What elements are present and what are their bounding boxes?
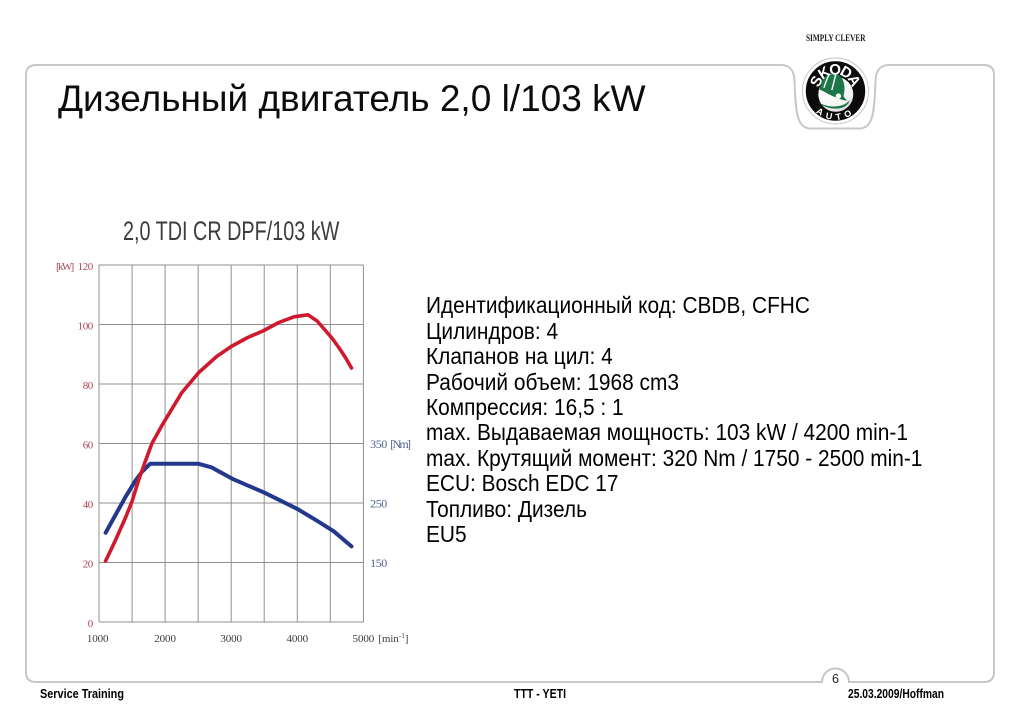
svg-text:O: O — [829, 61, 841, 78]
svg-text:[kW]: [kW] — [56, 261, 74, 273]
svg-text:40: 40 — [83, 499, 94, 511]
svg-text:250: 250 — [370, 497, 387, 511]
svg-text:2000: 2000 — [154, 633, 176, 645]
svg-text:3000: 3000 — [220, 633, 242, 645]
svg-text:100: 100 — [78, 320, 94, 332]
svg-text:60: 60 — [83, 439, 94, 451]
svg-text:20: 20 — [83, 558, 94, 570]
svg-text:120: 120 — [78, 261, 94, 273]
svg-text:6: 6 — [832, 672, 839, 686]
svg-text:80: 80 — [83, 380, 94, 392]
svg-text:[min-1]: [min-1] — [378, 631, 408, 646]
svg-text:150: 150 — [370, 556, 387, 570]
svg-text:[Nm]: [Nm] — [390, 437, 411, 451]
svg-text:4000: 4000 — [286, 633, 308, 645]
svg-text:350: 350 — [370, 437, 387, 451]
svg-text:1000: 1000 — [87, 633, 109, 645]
svg-text:0: 0 — [88, 618, 94, 630]
svg-text:5000: 5000 — [353, 633, 375, 645]
